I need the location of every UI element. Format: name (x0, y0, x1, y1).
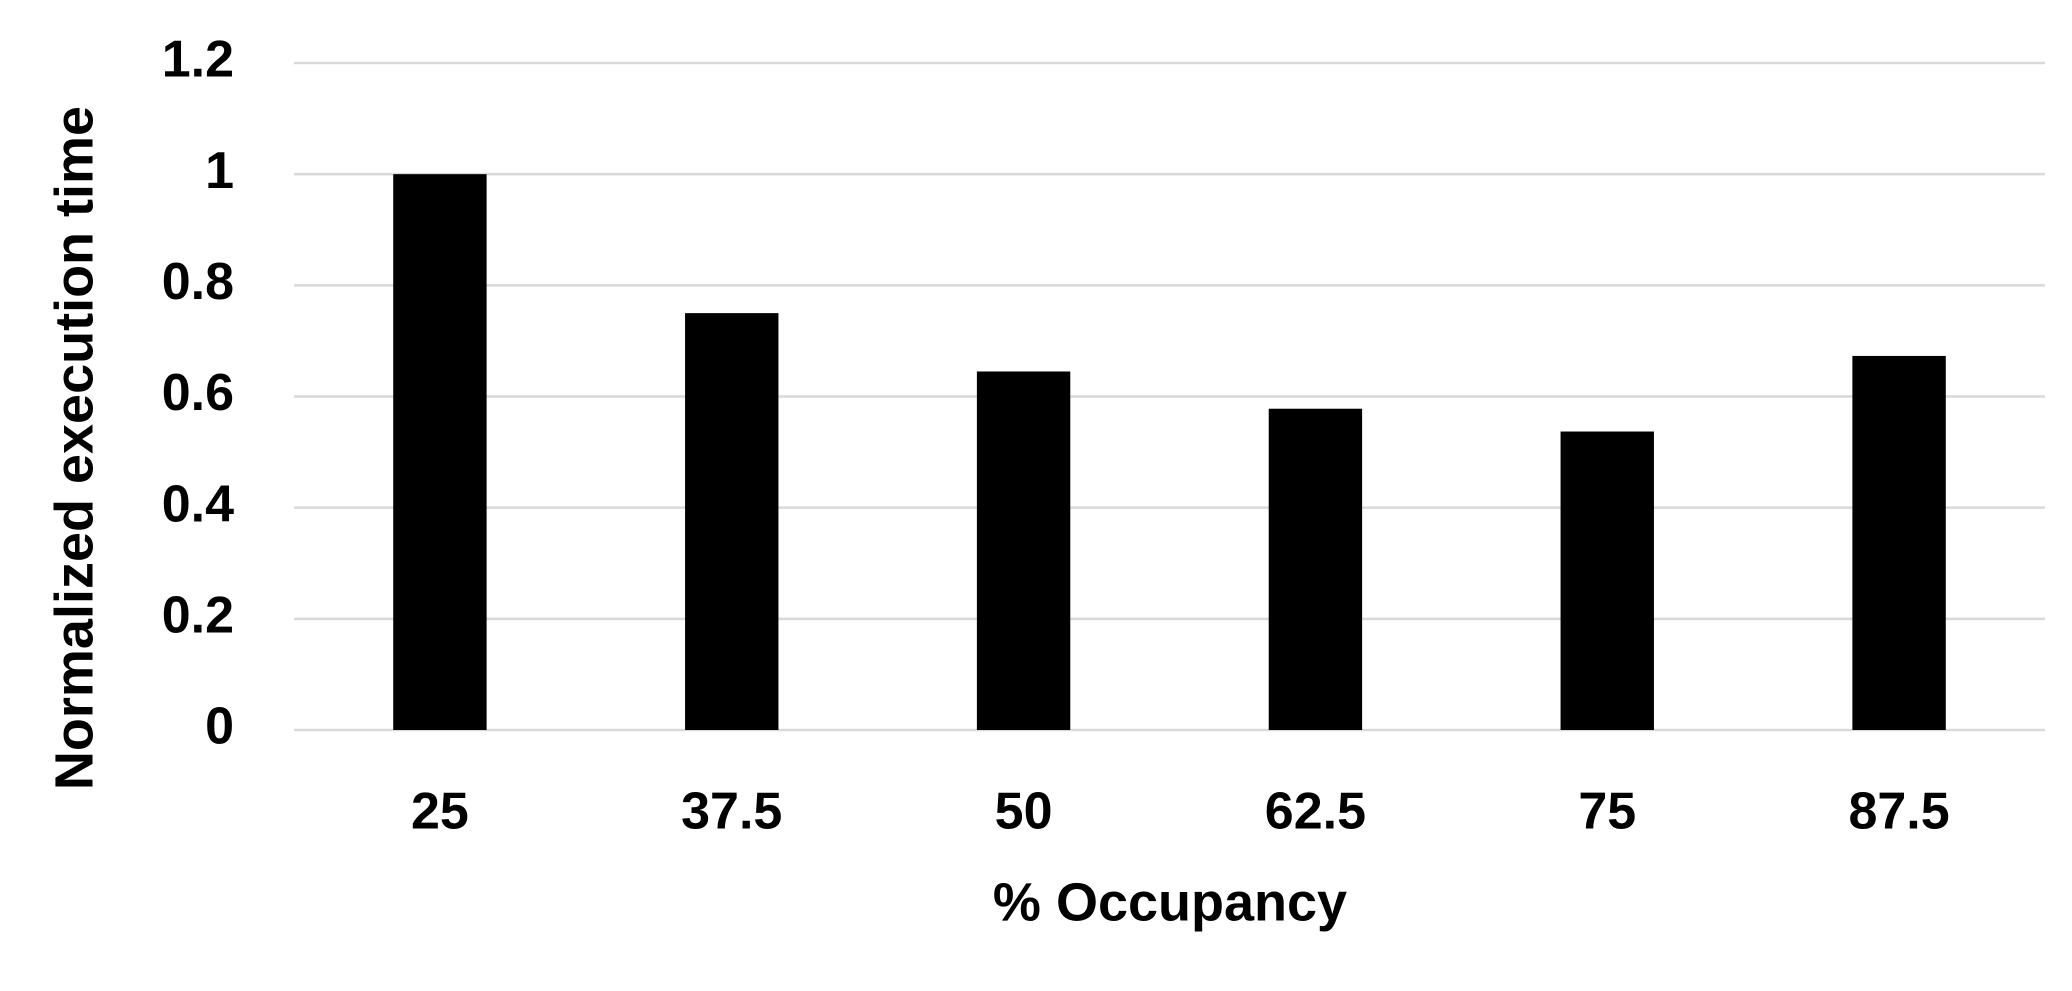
x-axis-title: % Occupancy (993, 872, 1347, 932)
bar (1852, 355, 1946, 730)
x-tick-label: 62.5 (1265, 783, 1366, 841)
x-tick-label: 75 (1578, 783, 1636, 841)
y-tick-label: 0 (205, 698, 234, 756)
y-tick-label: 1.2 (162, 31, 234, 89)
y-tick-label: 0.6 (162, 364, 234, 422)
bar (1268, 408, 1363, 730)
x-tick-label: 87.5 (1848, 783, 1949, 841)
bar (976, 371, 1071, 730)
x-tick-label: 50 (995, 783, 1053, 841)
bar (685, 313, 779, 730)
x-tick-label: 37.5 (681, 783, 782, 841)
x-tick-label: 25 (411, 783, 469, 841)
bar (1560, 431, 1654, 730)
bar (393, 174, 487, 730)
y-tick-label: 0.4 (162, 475, 234, 533)
y-tick-label: 0.8 (162, 253, 234, 311)
y-tick-label: 1 (205, 142, 234, 200)
y-tick-label: 0.2 (162, 587, 234, 645)
y-axis-title: Normalized execution time (44, 106, 104, 790)
